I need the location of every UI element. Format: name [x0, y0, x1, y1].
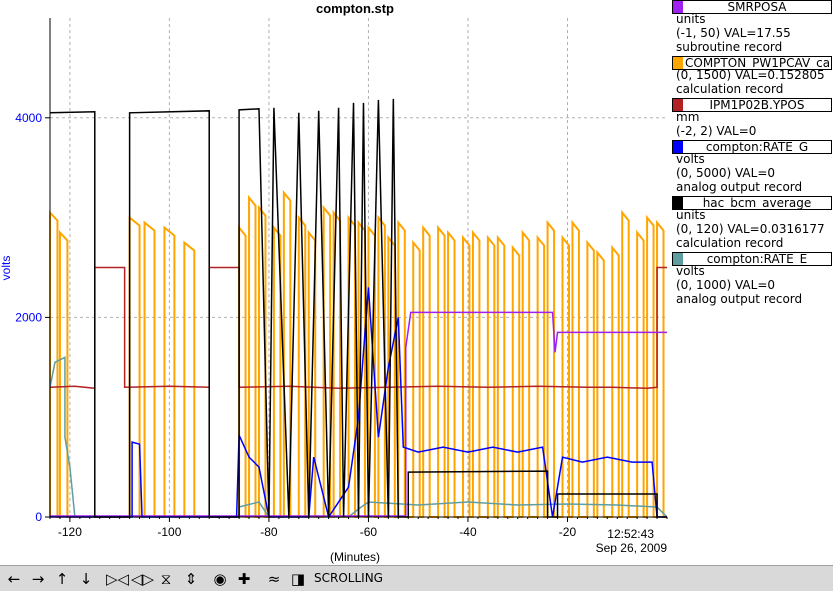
x-tick-label: -80: [260, 525, 278, 539]
legend-series-name: hac_bcm_average: [702, 197, 812, 209]
legend-swatch: [673, 99, 683, 111]
zoom-out-vertical-icon[interactable]: ⇕: [184, 570, 198, 588]
legend-series-name: IPM1P02B.YPOS: [709, 99, 805, 111]
toolbar: ← → ↑ ↓ ▷◁ ◁▷ ⧖ ⇕ ◉ ✚ ≈ ◨ SCROLLING: [0, 565, 833, 591]
x-tick-label: -20: [559, 525, 577, 539]
legend-info-line: analog output record: [676, 292, 803, 306]
legend-info-line: units: [676, 208, 706, 222]
legend-info-line: (-2, 2) VAL=0: [676, 124, 757, 138]
series-line-hac-bcm-average: [49, 98, 667, 518]
legend-info-line: (-1, 50) VAL=17.55: [676, 26, 791, 40]
legend-swatch: [673, 1, 683, 13]
legend-info-line: calculation record: [676, 236, 784, 250]
series-line-smrposa: [50, 311, 667, 517]
zoom-in-vertical-icon[interactable]: ⧖: [160, 570, 172, 588]
legend-swatch: [673, 197, 683, 209]
series-line-compton-rate-g: [50, 287, 667, 519]
legend-info-line: volts: [676, 152, 705, 166]
legend-info-line: (0, 1000) VAL=0: [676, 278, 776, 292]
y-tick-label: 4000: [15, 111, 42, 125]
y-tick-label: 2000: [15, 310, 42, 324]
legend-series-name: SMRPOSA: [727, 1, 787, 13]
legend-swatch: [673, 253, 683, 265]
legend-info-line: mm: [676, 110, 700, 124]
legend-info-line: analog output record: [676, 180, 803, 194]
series-line-ipm1p02b-ypos: [49, 266, 667, 390]
legend-entry[interactable]: hac_bcm_average: [672, 196, 832, 210]
timestamp-time: 12:52:43: [607, 527, 654, 541]
legend-series-name: COMPTON_PW1PCAV_ca: [685, 57, 829, 69]
legend-info-line: subroutine record: [676, 40, 783, 54]
scrolling-status: SCROLLING: [314, 571, 383, 585]
legend-info-line: volts: [676, 264, 705, 278]
series-layer: [49, 98, 668, 519]
zoom-out-horizontal-icon[interactable]: ◁▷: [131, 570, 155, 588]
scroll-mode-icon[interactable]: ◨: [290, 570, 306, 588]
y-axis-label: volts: [0, 256, 13, 281]
zoom-in-horizontal-icon[interactable]: ▷◁: [106, 570, 130, 588]
axes: -120 -100 -80 -60 -40 -20 0 2000 4000: [15, 18, 668, 539]
y-tick-label: 0: [35, 510, 42, 524]
legend-info-line: (0, 1500) VAL=0.152805: [676, 68, 825, 82]
x-tick-label: -120: [58, 525, 82, 539]
legend-entry[interactable]: SMRPOSA: [672, 0, 832, 14]
add-icon[interactable]: ✚: [237, 570, 251, 588]
x-tick-label: -100: [157, 525, 181, 539]
legend-info-line: calculation record: [676, 82, 784, 96]
legend-entry[interactable]: IPM1P02B.YPOS: [672, 98, 832, 112]
x-axis-label: (Minutes): [330, 550, 380, 564]
arrow-down-icon[interactable]: ↓: [79, 570, 93, 588]
legend-info-line: (0, 120) VAL=0.0316177: [676, 222, 825, 236]
legend-entry[interactable]: compton:RATE_E: [672, 252, 832, 266]
timestamp-date: Sep 26, 2009: [596, 541, 668, 555]
arrow-right-icon[interactable]: →: [31, 570, 45, 588]
chart-title: compton.stp: [316, 1, 394, 16]
legend-entry[interactable]: compton:RATE_G: [672, 140, 832, 154]
x-tick-label: -40: [459, 525, 477, 539]
legend-series-name: compton:RATE_G: [705, 141, 809, 153]
autoscale-icon[interactable]: ≈: [267, 570, 281, 588]
legend-swatch: [673, 141, 683, 153]
legend-swatch: [673, 57, 683, 69]
legend-entry[interactable]: COMPTON_PW1PCAV_ca: [672, 56, 832, 70]
arrow-up-icon[interactable]: ↑: [55, 570, 69, 588]
legend-info-line: units: [676, 12, 706, 26]
legend-info-line: (0, 5000) VAL=0: [676, 166, 776, 180]
legend-series-name: compton:RATE_E: [706, 253, 808, 265]
stop-icon[interactable]: ◉: [213, 570, 227, 588]
arrow-left-icon[interactable]: ←: [7, 570, 21, 588]
x-tick-label: -60: [360, 525, 378, 539]
